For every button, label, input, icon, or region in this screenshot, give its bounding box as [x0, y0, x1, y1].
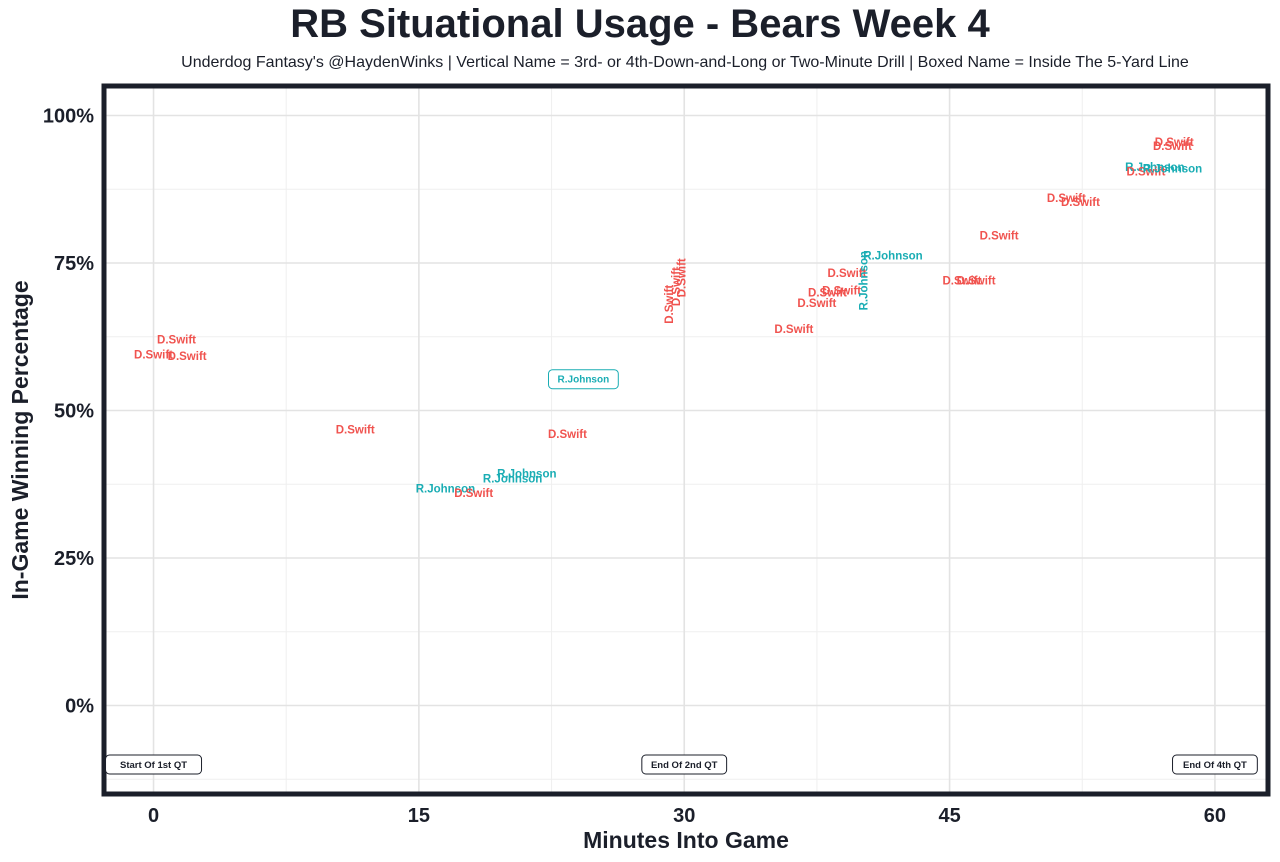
point-label: D.Swift	[336, 424, 375, 436]
y-tick-label: 100%	[43, 106, 94, 128]
point-label: D.Swift	[548, 429, 587, 441]
point-label: D.Swift	[827, 268, 866, 280]
annotation-label: End Of 2nd QT	[651, 760, 718, 771]
point-label: D.Swift	[168, 351, 207, 363]
y-tick-label: 75%	[54, 253, 94, 275]
point-label: D.Swift	[1061, 197, 1100, 209]
x-tick-label: 15	[408, 805, 430, 827]
point-label: D.Swift	[942, 276, 981, 288]
annotation-box	[105, 754, 203, 775]
point-label: D.Swift	[1155, 137, 1194, 149]
point-label: D.Swift	[157, 335, 196, 347]
point-label: D.Swift	[822, 286, 861, 298]
annotation-box	[1172, 754, 1258, 775]
x-tick-label: 0	[148, 805, 159, 827]
point-label: D.Swift	[980, 230, 1019, 242]
point-label: D.Swift	[808, 288, 847, 300]
point-box	[547, 369, 619, 390]
point-label-vertical: D.Swift	[664, 285, 676, 324]
point-label-vertical: R.Johnson	[859, 251, 871, 310]
point-label: D.Swift	[1126, 167, 1165, 179]
point-label: D.Swift	[797, 298, 836, 310]
annotation-label: End Of 4th QT	[1183, 760, 1247, 771]
point-label-vertical: D.Swift	[676, 258, 688, 297]
chart-title: RB Situational Usage - Bears Week 4	[290, 2, 990, 46]
point-label: R.Johnson	[416, 483, 475, 495]
point-label: D.Swift	[957, 276, 996, 288]
point-label: D.Swift	[1153, 141, 1192, 153]
y-axis-label: In-Game Winning Percentage	[7, 280, 33, 599]
point-label-boxed: R.Johnson	[558, 375, 610, 386]
y-tick-label: 25%	[54, 548, 94, 570]
plot-frame	[101, 83, 1271, 797]
x-tick-label: 60	[1204, 805, 1226, 827]
point-label: D.Swift	[1047, 193, 1086, 205]
point-label: R.Johnson	[483, 473, 542, 485]
point-label: R.Johnson	[1143, 164, 1202, 176]
x-axis-label: Minutes Into Game	[583, 827, 789, 853]
annotation-box	[641, 754, 728, 775]
point-label: D.Swift	[774, 324, 813, 336]
point-label: R.Johnson	[863, 250, 922, 262]
x-tick-label: 45	[938, 805, 960, 827]
point-label: D.Swift	[134, 349, 173, 361]
y-tick-label: 0%	[65, 696, 94, 718]
point-label: D.Swift	[454, 488, 493, 500]
point-label: R.Johnson	[497, 469, 556, 481]
annotation-label: Start Of 1st QT	[120, 760, 187, 771]
chart-subtitle: Underdog Fantasy's @HaydenWinks | Vertic…	[181, 54, 1189, 71]
y-tick-label: 50%	[54, 401, 94, 423]
x-tick-label: 30	[673, 805, 695, 827]
point-label-vertical: D.Swift	[671, 267, 683, 306]
point-label: R.Johnson	[1125, 162, 1184, 174]
